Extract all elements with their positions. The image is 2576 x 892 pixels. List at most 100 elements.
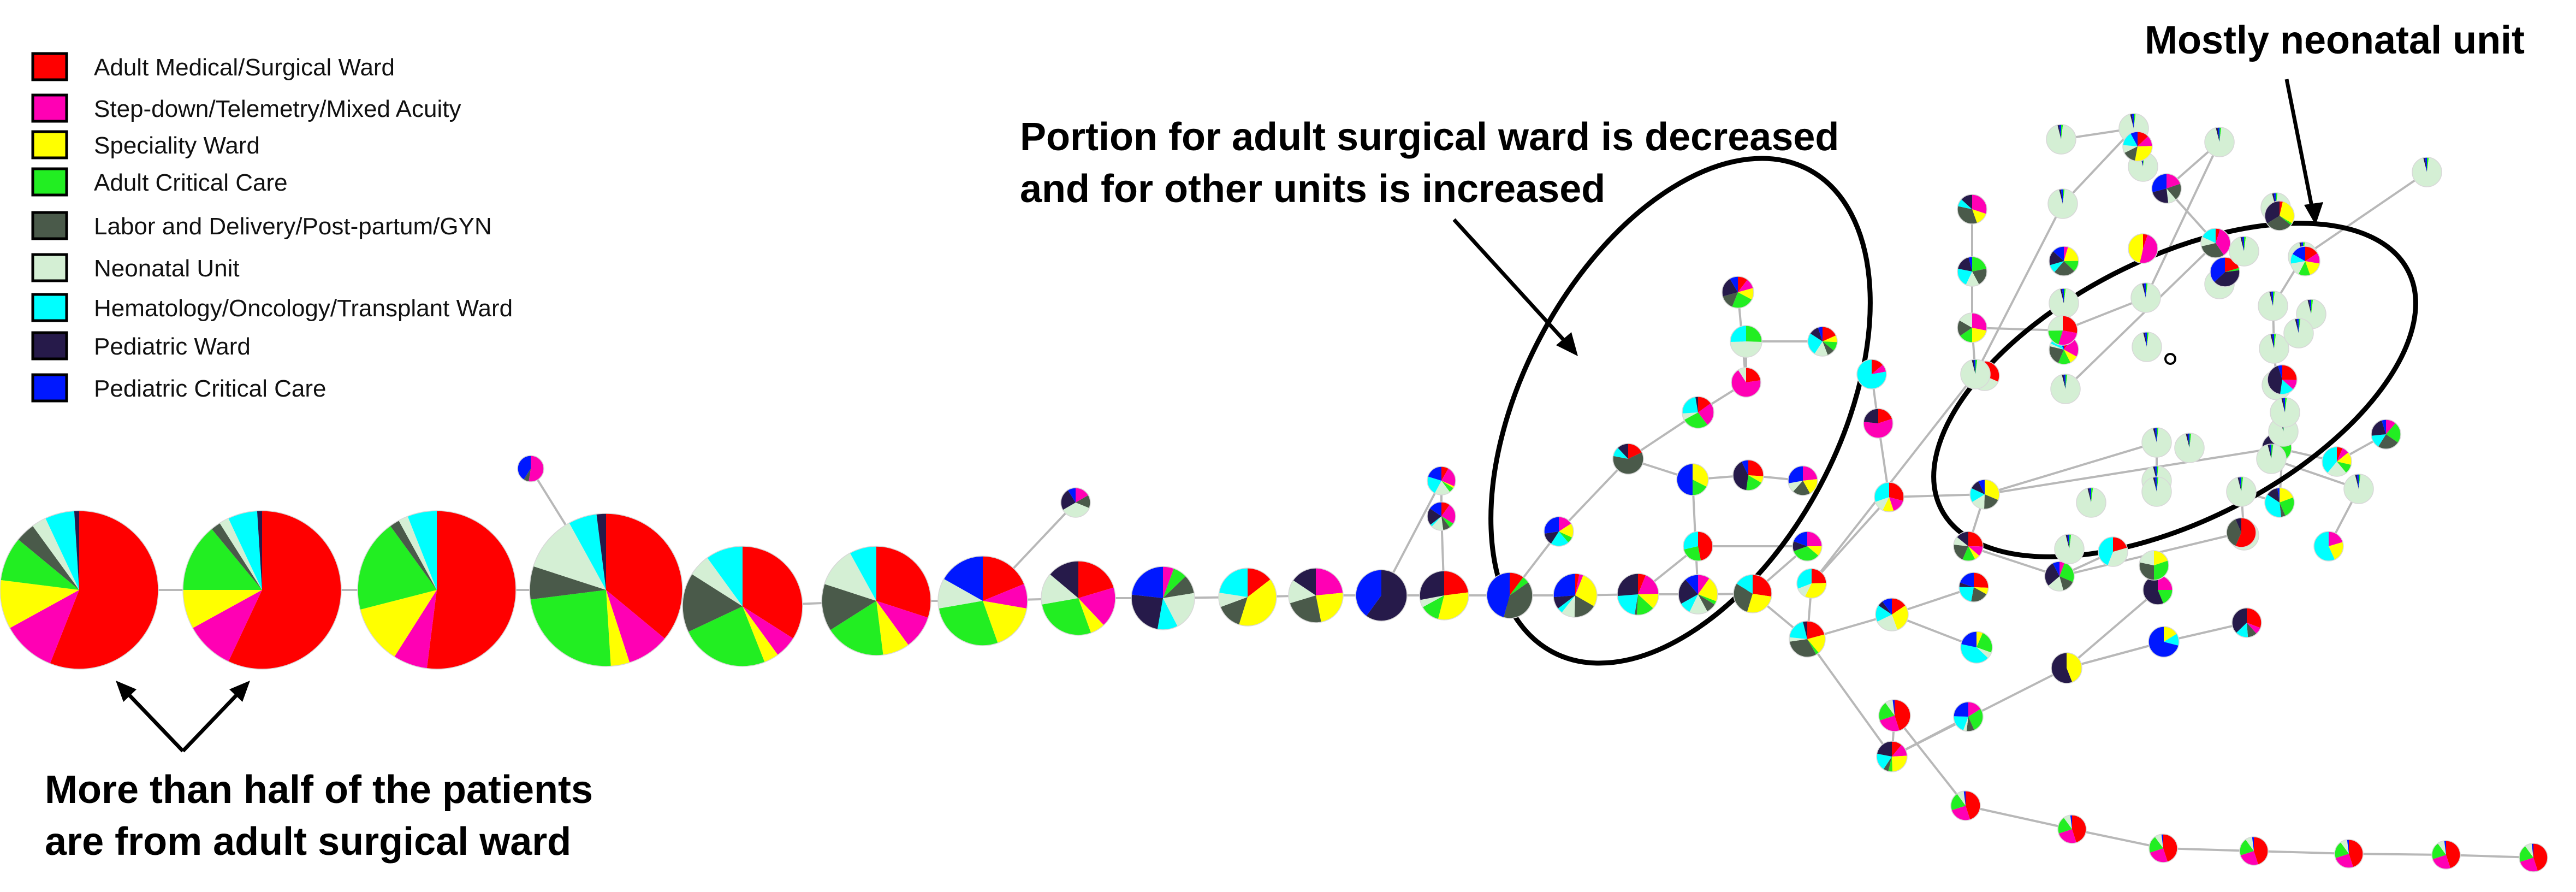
pie-node — [1553, 573, 1598, 618]
pie-slice — [2051, 374, 2081, 404]
pie-slice — [18, 525, 79, 590]
pie-slice — [692, 558, 743, 606]
network-edge — [2145, 141, 2221, 298]
pie-slice — [2337, 447, 2343, 462]
pie-outline — [1807, 326, 1838, 357]
pie-slice — [1510, 572, 1524, 595]
pie-slice — [2138, 132, 2148, 146]
pie-outline — [182, 510, 342, 670]
pie-outline — [1733, 574, 1772, 613]
pie-slice — [1698, 575, 1710, 594]
pie-outline — [1419, 570, 1469, 621]
pie-outline — [1789, 621, 1826, 658]
pie-slice — [2237, 477, 2241, 492]
pie-slice — [1063, 503, 1090, 517]
network-edge — [2163, 847, 2254, 852]
pie-node — [2076, 487, 2106, 518]
pie-slice — [1441, 504, 1456, 524]
pie-outline — [2283, 318, 2314, 348]
legend-swatch-6 — [31, 293, 68, 322]
pie-slice — [1878, 409, 1892, 423]
pie-slice — [32, 518, 80, 590]
pie-slice — [2309, 299, 2311, 314]
pie-slice — [1972, 328, 1987, 342]
pie-node — [2322, 446, 2352, 477]
pie-outline — [2226, 476, 2257, 507]
pie-outline — [2128, 233, 2158, 264]
legend: Adult Medical/Surgical Ward Step-down/Tel… — [31, 52, 513, 403]
pie-node — [2290, 246, 2320, 276]
pie-node — [1617, 573, 1659, 616]
pie-slice — [1892, 741, 1902, 757]
pie-slice — [1962, 546, 1975, 561]
pie-slice — [1684, 412, 1708, 428]
pie-outline — [1878, 699, 1911, 732]
pie-slice — [1872, 359, 1883, 374]
pie-slice — [1792, 481, 1811, 495]
pie-slice — [45, 511, 79, 590]
pie-node — [2231, 607, 2262, 638]
pie-slice — [2062, 288, 2064, 303]
pie-slice — [1427, 508, 1441, 525]
pie-outline — [1612, 443, 1644, 475]
pie-slice — [1693, 480, 1707, 495]
pie-outline — [2334, 839, 2364, 869]
pie-slice — [2048, 189, 2078, 218]
pie-outline — [2210, 257, 2240, 287]
legend-label-3: Adult Critical Care — [94, 169, 288, 196]
pie-slice — [2272, 334, 2274, 348]
pie-outline — [2519, 843, 2548, 872]
pie-slice — [2216, 228, 2220, 243]
pie-outline — [1953, 701, 1984, 732]
pie-slice — [2386, 420, 2396, 434]
pie-slice — [2052, 562, 2059, 576]
pie-outline — [1969, 479, 2000, 510]
pie-slice — [1807, 634, 1826, 653]
pie-outline — [2313, 531, 2344, 562]
pie-outline — [2290, 246, 2320, 276]
pie-outline — [1950, 790, 1981, 821]
pie-slice — [1957, 257, 1972, 271]
pie-slice — [1877, 615, 1898, 631]
pie-slice — [1892, 605, 1908, 630]
pie-node — [2122, 131, 2153, 162]
pie-slice — [1544, 517, 1559, 534]
pie-node — [1950, 790, 1981, 821]
pie-node — [1355, 569, 1408, 622]
pie-slice — [1553, 574, 1575, 598]
pie-slice — [2252, 837, 2254, 851]
pie-slice — [1434, 481, 1450, 495]
pie-slice — [2217, 127, 2219, 142]
pie-slice — [2167, 184, 2182, 200]
annotation-portion-line1: Portion for adult surgical ward is decre… — [1020, 115, 1839, 159]
annotation-adult-ward-line2: are from adult surgical ward — [45, 820, 571, 864]
pie-slice — [1857, 359, 1886, 389]
pie-slice — [1698, 578, 1718, 601]
pie-slice — [2175, 433, 2204, 463]
pie-slice — [1966, 791, 1980, 820]
pie-outline — [2098, 536, 2128, 567]
pie-slice — [2202, 228, 2216, 243]
pie-slice — [2154, 834, 2163, 848]
pie-node — [1683, 531, 1713, 562]
pie-node — [1792, 531, 1823, 562]
pie-slice — [2049, 251, 2064, 265]
pie-slice — [1041, 574, 1078, 605]
pie-outline — [2258, 291, 2288, 321]
pie-slice — [1974, 587, 1989, 595]
arrow-left-2 — [181, 684, 247, 753]
pie-slice — [1617, 574, 1638, 596]
pie-slice — [228, 511, 262, 590]
pie-slice — [1638, 574, 1646, 594]
pie-slice — [2135, 146, 2152, 162]
pie-outline — [1958, 572, 1989, 602]
pie-slice — [1968, 531, 1984, 547]
pie-slice — [2130, 114, 2134, 128]
pie-slice — [1807, 621, 1825, 639]
pie-slice — [2154, 551, 2168, 565]
pie-slice — [2164, 634, 2180, 646]
pie-slice — [1, 539, 79, 590]
pie-slice — [358, 525, 437, 610]
pie-node — [2264, 487, 2295, 518]
